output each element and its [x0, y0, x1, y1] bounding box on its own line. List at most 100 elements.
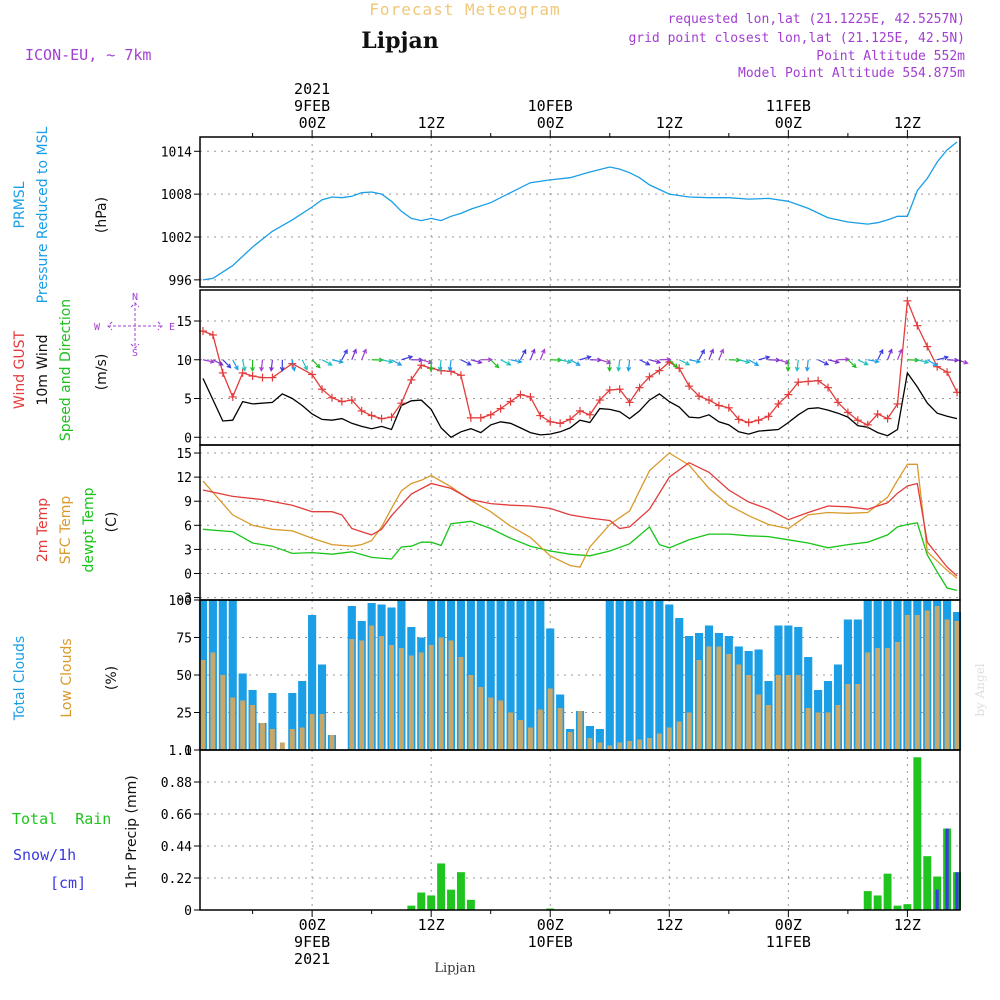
low-cloud-bar — [478, 687, 484, 750]
wind-arrow-icon — [331, 359, 344, 364]
y-tick-label: -3 — [176, 592, 192, 607]
wind-arrow-icon — [718, 348, 725, 360]
wind-arrow-icon — [301, 359, 308, 371]
low-cloud-bar — [666, 727, 672, 750]
wind-arrow-icon — [785, 359, 791, 372]
clouds-title-2: Low Clouds — [59, 638, 75, 717]
wind-arrow-icon — [437, 359, 443, 372]
gust-marker — [407, 375, 416, 384]
wind-arrow-icon — [311, 359, 321, 369]
rain-bar — [893, 905, 902, 910]
low-cloud-bar — [279, 742, 285, 750]
low-cloud-bar — [944, 619, 950, 750]
wind-arrow-icon — [937, 355, 950, 361]
gust-marker — [843, 408, 852, 417]
low-cloud-bar — [815, 712, 821, 750]
wind-arrow-icon — [391, 359, 403, 366]
y-tick-label: 996 — [169, 274, 192, 289]
wind-arrow-icon — [341, 348, 348, 361]
model-label: ICON-EU, ~ 7km — [25, 46, 151, 64]
gust-marker — [695, 392, 704, 401]
wind-arrow-icon — [649, 359, 662, 365]
wind-arrow-icon — [689, 358, 702, 364]
gust-marker — [724, 403, 733, 412]
low-cloud-bar — [577, 711, 583, 750]
low-cloud-bar — [389, 645, 394, 750]
low-cloud-bar — [805, 708, 811, 750]
low-cloud-bar — [656, 733, 662, 750]
low-cloud-bar — [488, 697, 494, 750]
wind-arrow-icon — [639, 359, 651, 366]
low-cloud-bar — [527, 727, 533, 750]
gust-marker — [228, 392, 237, 401]
requested-coords: requested lon,lat (21.1225E, 42.5257N) — [668, 12, 965, 27]
rain-bar — [407, 905, 416, 910]
point-altitude: Point Altitude 552m — [816, 49, 965, 64]
time-label-top: 12Z — [418, 114, 445, 132]
wind-arrow-icon — [804, 359, 810, 372]
wind-arrow-icon — [728, 357, 742, 363]
panel-frame — [199, 136, 961, 288]
total-cloud-bar — [645, 600, 654, 750]
pressure-line — [202, 141, 958, 281]
snow-bar — [945, 828, 949, 910]
total-cloud-bar — [675, 618, 684, 750]
wind-arrow-icon — [519, 348, 527, 361]
wind-arrow-icon — [212, 359, 224, 366]
gust-marker — [318, 385, 327, 394]
total-cloud-bar — [665, 604, 674, 750]
clouds-unit: (%) — [104, 666, 120, 690]
low-cloud-bar — [309, 714, 315, 750]
gust-marker — [556, 419, 565, 428]
y-tick-label: 0 — [184, 904, 192, 919]
time-label-bottom: 12Z — [418, 916, 445, 934]
wind-arrow-icon — [500, 359, 512, 366]
low-cloud-bar — [518, 720, 523, 750]
wind-arrow-icon — [232, 359, 239, 371]
wind-arrow-icon — [847, 359, 857, 369]
low-cloud-bar — [716, 646, 722, 750]
time-label-top: 12Z — [656, 114, 683, 132]
wind-arrow-icon — [678, 359, 691, 366]
gust-marker — [486, 410, 495, 419]
wind-arrow-icon — [269, 359, 274, 372]
y-tick-label: 6 — [184, 519, 192, 534]
gust-marker — [576, 406, 584, 415]
time-label-bottom: 00Z — [537, 916, 564, 934]
wind-arrow-icon — [250, 359, 255, 373]
low-cloud-bar — [349, 639, 355, 750]
gust-marker — [833, 398, 842, 407]
gust-marker — [526, 392, 535, 401]
gust-marker — [853, 416, 862, 425]
low-cloud-bar — [289, 729, 295, 750]
t2m-line — [202, 461, 958, 577]
low-cloud-bar — [895, 642, 900, 750]
total-cloud-bar — [625, 600, 634, 750]
wind-arrow-icon — [748, 359, 760, 366]
wind-arrow-icon — [569, 359, 581, 366]
gust-marker — [595, 396, 604, 405]
wind-arrow-icon — [668, 359, 679, 369]
gust-marker — [824, 383, 833, 392]
gust-marker — [308, 370, 317, 379]
wind-arrow-icon — [560, 359, 573, 364]
low-cloud-bar — [597, 742, 603, 750]
total-cloud-bar — [635, 600, 644, 750]
y-tick-label: 50 — [176, 669, 192, 684]
low-cloud-bar — [855, 684, 861, 750]
total-cloud-bar — [804, 657, 813, 750]
sfc-temp-line — [202, 452, 958, 579]
gust-marker — [377, 414, 386, 423]
wind-arrow-icon — [529, 348, 536, 360]
wind-arrow-icon — [371, 357, 384, 363]
low-cloud-bar — [359, 640, 365, 750]
wind-arrow-icon — [550, 357, 563, 363]
gust-marker — [238, 368, 247, 377]
gust-marker — [814, 376, 823, 385]
gust-marker — [585, 410, 594, 419]
snow-bar — [955, 872, 959, 910]
wind-speed-line — [202, 371, 958, 439]
gust-marker — [476, 413, 485, 422]
compass-s: S — [132, 348, 138, 359]
